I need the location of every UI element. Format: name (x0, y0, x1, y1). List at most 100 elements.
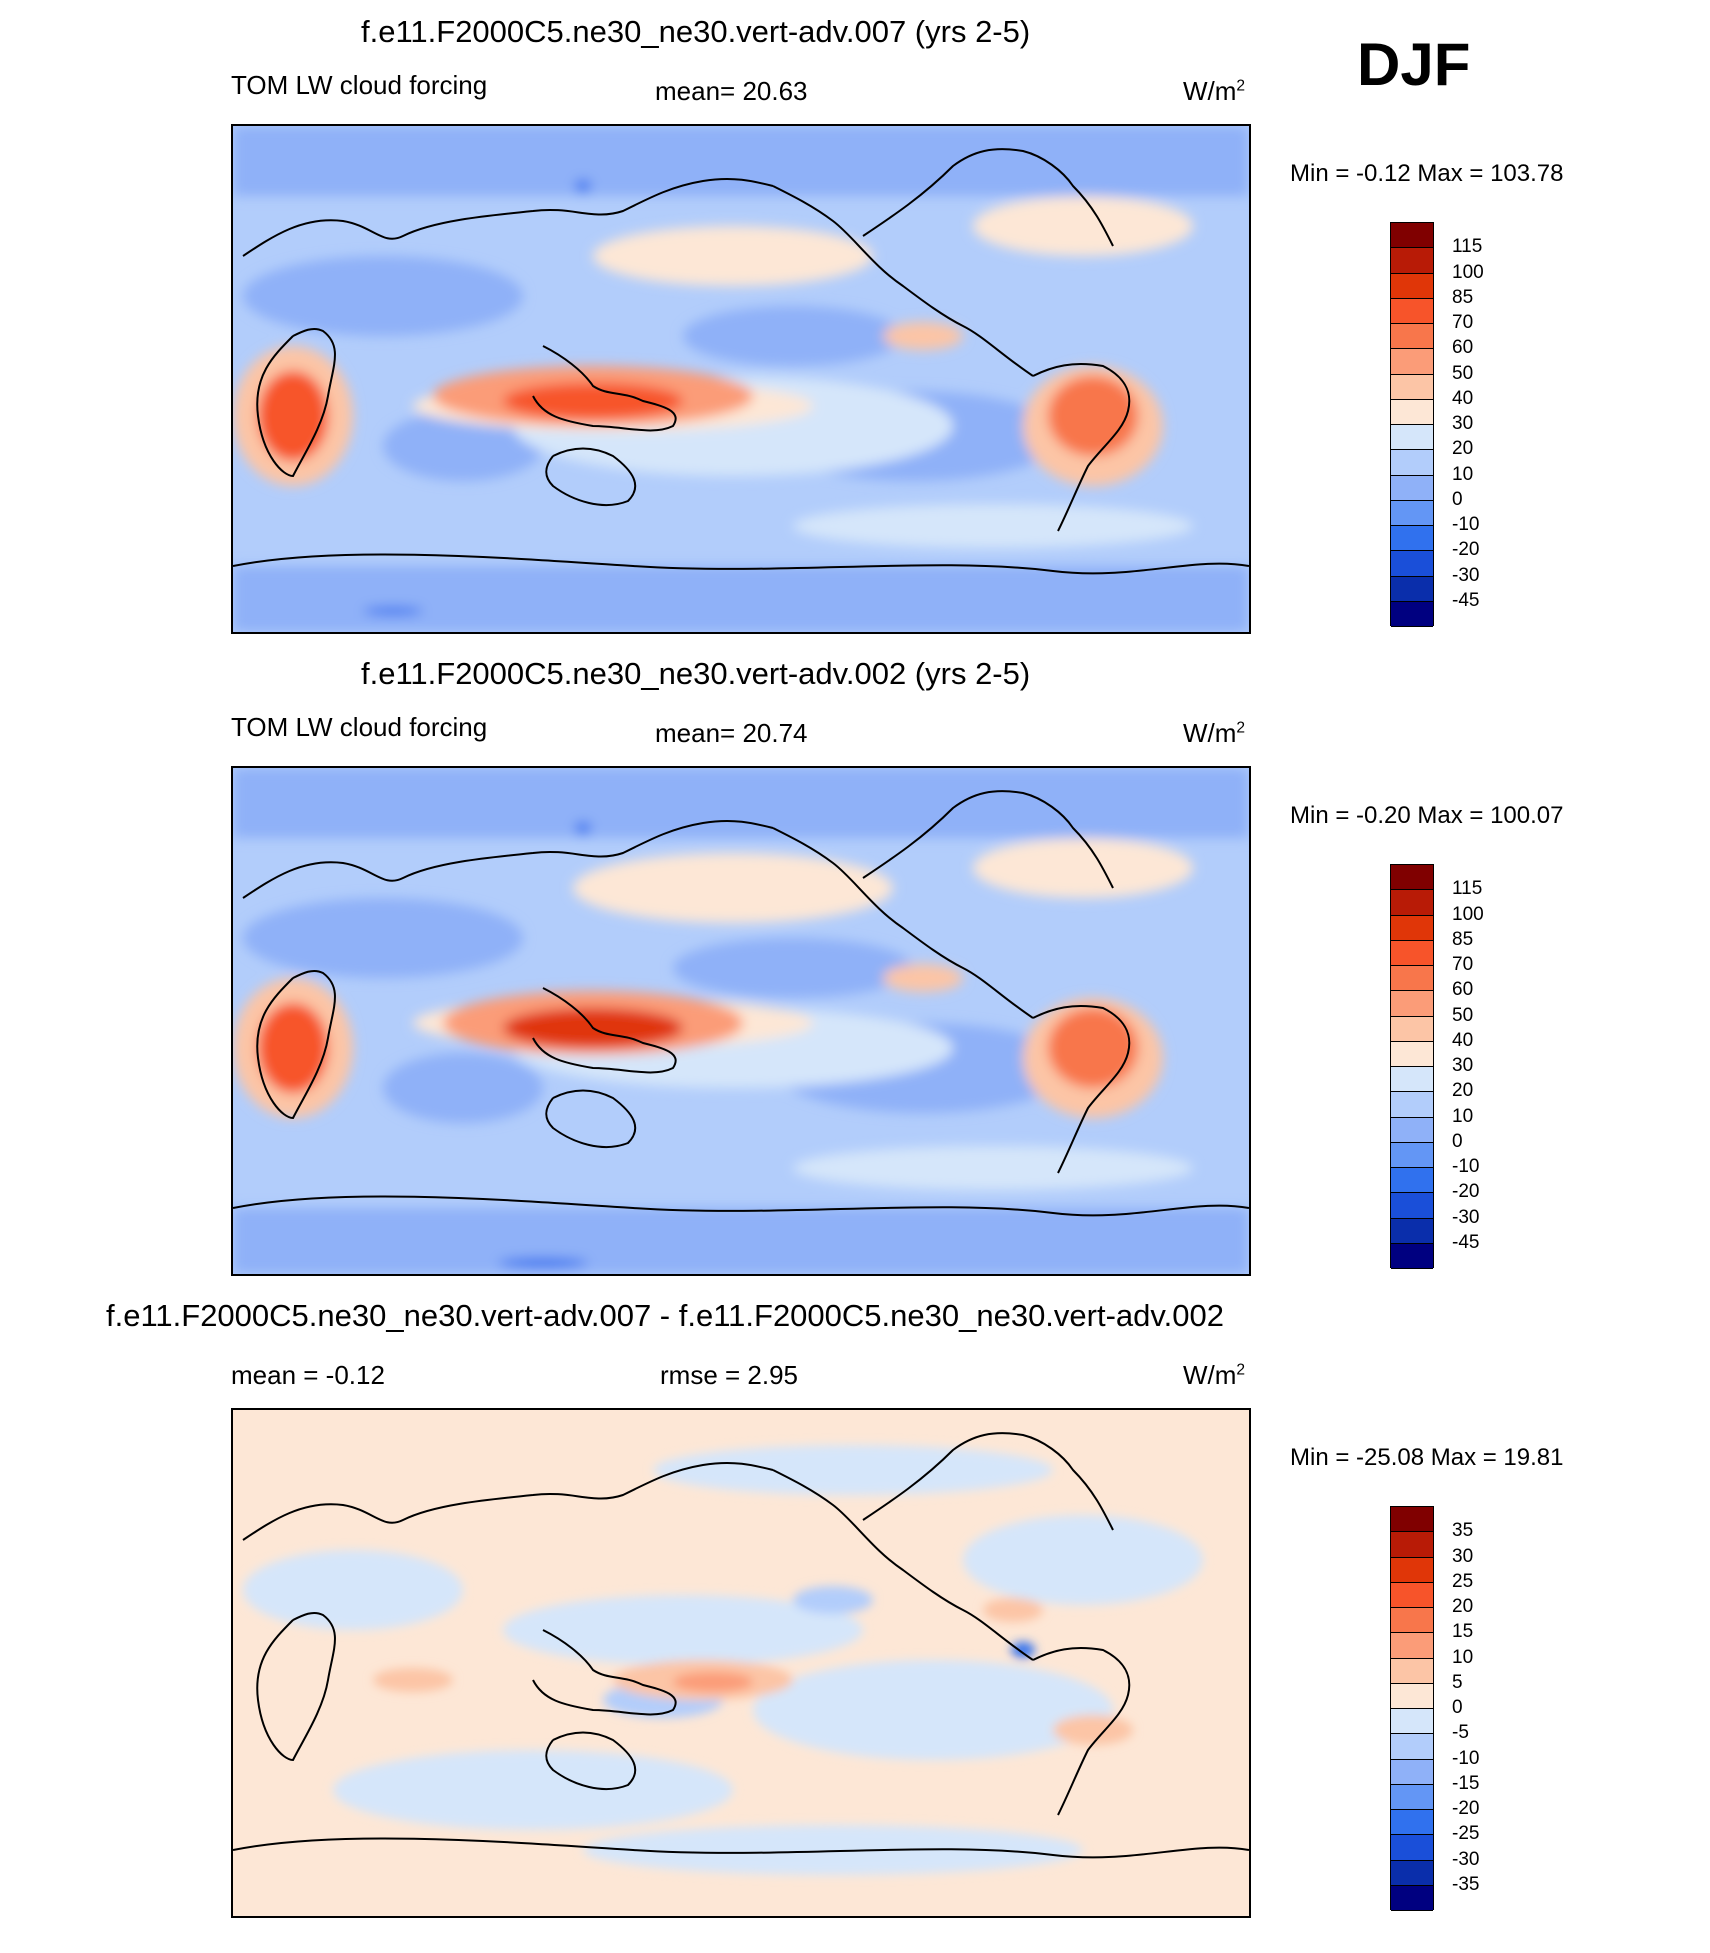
colorbar-box (1391, 1582, 1433, 1608)
colorbar-box (1391, 273, 1433, 299)
colorbar-tick-label: 35 (1452, 1520, 1474, 1542)
colorbar-tick-label: -10 (1452, 1156, 1480, 1177)
panel3-units: W/m2 (1183, 1360, 1246, 1390)
colorbar-box (1391, 1835, 1433, 1861)
colorbar-box (1391, 1016, 1433, 1042)
colorbar-box (1391, 324, 1433, 350)
colorbar-box (1391, 966, 1433, 992)
colorbar-tick-label: 0 (1452, 1130, 1463, 1152)
colorbar-box (1391, 1532, 1433, 1558)
colorbar-tick-label: -20 (1452, 539, 1480, 561)
colorbar-tick-label: -30 (1452, 1848, 1480, 1870)
colorbar-tick-label: 20 (1452, 1080, 1474, 1102)
colorbar-tick-label: -30 (1452, 1206, 1480, 1228)
colorbar-tick-label: -10 (1452, 514, 1480, 535)
colorbar-box (1391, 526, 1433, 552)
colorbar-tick-label: -20 (1452, 1181, 1480, 1203)
panel1-map (231, 124, 1251, 634)
colorbar-tick-label: 0 (1452, 1697, 1463, 1718)
panel2-colorbar (1390, 864, 1434, 1269)
colorbar-tick-label: -30 (1452, 564, 1480, 586)
panel3-map (231, 1408, 1251, 1918)
colorbar-tick-label: 50 (1452, 1004, 1474, 1026)
panel2-title: f.e11.F2000C5.ne30_ne30.vert-adv.002 (yr… (361, 656, 1031, 691)
colorbar-box (1391, 865, 1433, 891)
colorbar-box (1391, 500, 1433, 526)
colorbar-box (1391, 450, 1433, 476)
panel1-minmax: Min = -0.12 Max = 103.78 (1290, 160, 1564, 187)
panel1-variable: TOM LW cloud forcing (231, 70, 488, 100)
colorbar-box (1391, 1168, 1433, 1194)
colorbar-tick-label: 25 (1452, 1570, 1474, 1592)
colorbar-tick-label: -15 (1452, 1772, 1480, 1794)
colorbar-tick-label: 30 (1452, 1055, 1474, 1076)
colorbar-tick-label: 0 (1452, 488, 1463, 510)
colorbar-box (1391, 1633, 1433, 1659)
colorbar-tick-label: 60 (1452, 979, 1474, 1001)
colorbar-box (1391, 1608, 1433, 1634)
colorbar-box (1391, 601, 1433, 627)
panel1-colorbar (1390, 222, 1434, 627)
colorbar-box (1391, 349, 1433, 375)
colorbar-box (1391, 991, 1433, 1017)
colorbar-tick-label: 10 (1452, 463, 1474, 485)
colorbar-box (1391, 915, 1433, 941)
colorbar-box (1391, 1557, 1433, 1583)
colorbar-box (1391, 940, 1433, 966)
colorbar-tick-label: 70 (1452, 954, 1474, 975)
colorbar-tick-label: 85 (1452, 286, 1474, 308)
colorbar-box (1391, 475, 1433, 501)
colorbar-tick-label: -45 (1452, 1231, 1480, 1253)
panel2-mean: mean= 20.74 (655, 718, 808, 748)
colorbar-tick-label: 85 (1452, 928, 1474, 950)
colorbar-box (1391, 425, 1433, 451)
colorbar-box (1391, 576, 1433, 602)
colorbar-box (1391, 551, 1433, 577)
colorbar-tick-label: 115 (1452, 236, 1483, 258)
season-label: DJF (1357, 31, 1471, 98)
colorbar-tick-label: 50 (1452, 362, 1474, 384)
colorbar-box (1391, 223, 1433, 249)
panel2-variable: TOM LW cloud forcing (231, 712, 488, 742)
colorbar-tick-label: 30 (1452, 1545, 1474, 1567)
colorbar-box (1391, 1709, 1433, 1735)
colorbar-box (1391, 1860, 1433, 1886)
colorbar-tick-label: 20 (1452, 438, 1474, 460)
panel2-map (231, 766, 1251, 1276)
panel3-minmax: Min = -25.08 Max = 19.81 (1290, 1444, 1564, 1471)
colorbar-tick-label: -10 (1452, 1747, 1480, 1769)
colorbar-tick-label: 115 (1452, 878, 1483, 900)
panel2-units: W/m2 (1183, 718, 1246, 748)
colorbar-tick-label: 20 (1452, 1596, 1474, 1617)
colorbar-tick-label: 100 (1452, 261, 1484, 283)
colorbar-box (1391, 1885, 1433, 1911)
colorbar-box (1391, 374, 1433, 400)
panel3-colorbar (1390, 1506, 1434, 1911)
colorbar-tick-label: -5 (1452, 1722, 1469, 1744)
colorbar-tick-label: 70 (1452, 312, 1474, 333)
colorbar-box (1391, 1117, 1433, 1143)
colorbar-box (1391, 1041, 1433, 1067)
colorbar-tick-label: 30 (1452, 413, 1474, 434)
panel1-title: f.e11.F2000C5.ne30_ne30.vert-adv.007 (yr… (361, 14, 1031, 49)
colorbar-box (1391, 248, 1433, 274)
colorbar-box (1391, 1734, 1433, 1760)
colorbar-tick-label: 10 (1452, 1646, 1474, 1668)
colorbar-box (1391, 890, 1433, 916)
colorbar-box (1391, 1507, 1433, 1533)
colorbar-tick-label: 60 (1452, 337, 1474, 359)
panel3-rmse: rmse = 2.95 (660, 1360, 799, 1390)
colorbar-tick-label: 5 (1452, 1671, 1463, 1693)
colorbar-box (1391, 1067, 1433, 1093)
panel1-mean: mean= 20.63 (655, 76, 808, 106)
colorbar-box (1391, 298, 1433, 324)
colorbar-tick-label: -20 (1452, 1798, 1480, 1819)
colorbar-box (1391, 399, 1433, 425)
colorbar-box (1391, 1810, 1433, 1836)
panel3-title: f.e11.F2000C5.ne30_ne30.vert-adv.007 - f… (106, 1298, 1224, 1333)
colorbar-box (1391, 1658, 1433, 1684)
colorbar-box (1391, 1784, 1433, 1810)
panel2-minmax: Min = -0.20 Max = 100.07 (1290, 802, 1564, 829)
colorbar-tick-label: -25 (1452, 1823, 1480, 1845)
colorbar-box (1391, 1759, 1433, 1785)
